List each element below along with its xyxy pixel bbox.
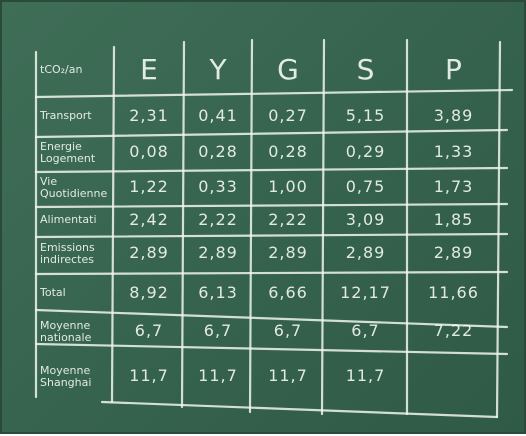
cell-value: 0,33 [184, 170, 252, 205]
cell-value: 2,42 [114, 205, 184, 235]
cell-value: 0,27 [252, 97, 324, 135]
cell-value: 11,7 [324, 349, 407, 404]
cell-value: 6,7 [252, 314, 324, 349]
cell-value: 6,7 [184, 314, 252, 349]
row-label: Transport [36, 97, 114, 135]
grid-line [102, 402, 497, 417]
cell-value: 6,13 [184, 272, 252, 314]
column-header: S [324, 42, 407, 97]
column-header: G [252, 42, 324, 97]
cell-value: 0,41 [184, 97, 252, 135]
row-label: Moyenne Shanghai [36, 349, 114, 404]
cell-value: 2,22 [184, 205, 252, 235]
cell-value: 2,89 [324, 235, 407, 272]
cell-value: 2,89 [252, 235, 324, 272]
cell-value: 12,17 [324, 272, 407, 314]
cell-value: 1,73 [407, 170, 500, 205]
row-label: Total [36, 272, 114, 314]
row-label: Energie Logement [36, 135, 114, 170]
cell-value: 11,7 [114, 349, 184, 404]
column-header: E [114, 42, 184, 97]
cell-value: 1,00 [252, 170, 324, 205]
cell-value: 0,08 [114, 135, 184, 170]
cell-value: 6,7 [114, 314, 184, 349]
column-header: Y [184, 42, 252, 97]
cell-value: 5,15 [324, 97, 407, 135]
column-header: P [407, 42, 500, 97]
cell-value: 1,85 [407, 205, 500, 235]
cell-value: 2,89 [114, 235, 184, 272]
row-label: Moyenne nationale [36, 314, 114, 349]
row-label: Vie Quotidienne [36, 170, 114, 205]
cell-value: 6,7 [324, 314, 407, 349]
cell-value: 0,28 [252, 135, 324, 170]
cell-value: 11,66 [407, 272, 500, 314]
row-label: Emissions indirectes [36, 235, 114, 272]
cell-value: 2,22 [252, 205, 324, 235]
cell-value: 11,7 [252, 349, 324, 404]
cell-value: 11,7 [184, 349, 252, 404]
cell-value: 3,09 [324, 205, 407, 235]
cell-value: 1,33 [407, 135, 500, 170]
cell-value: 1,22 [114, 170, 184, 205]
header-unit: tCO₂/an [36, 42, 114, 97]
cell-value: 8,92 [114, 272, 184, 314]
cell-value: 0,28 [184, 135, 252, 170]
cell-value: 2,31 [114, 97, 184, 135]
row-label: Alimentati [36, 205, 114, 235]
cell-value: 6,66 [252, 272, 324, 314]
cell-value: 7,22 [407, 314, 500, 349]
cell-value: 0,75 [324, 170, 407, 205]
cell-value: 2,89 [407, 235, 500, 272]
cell-value: 2,89 [184, 235, 252, 272]
chalkboard: tCO₂/anEYGSP Transport2,310,410,275,153,8… [0, 0, 526, 434]
cell-value: 3,89 [407, 97, 500, 135]
cell-value: 0,29 [324, 135, 407, 170]
